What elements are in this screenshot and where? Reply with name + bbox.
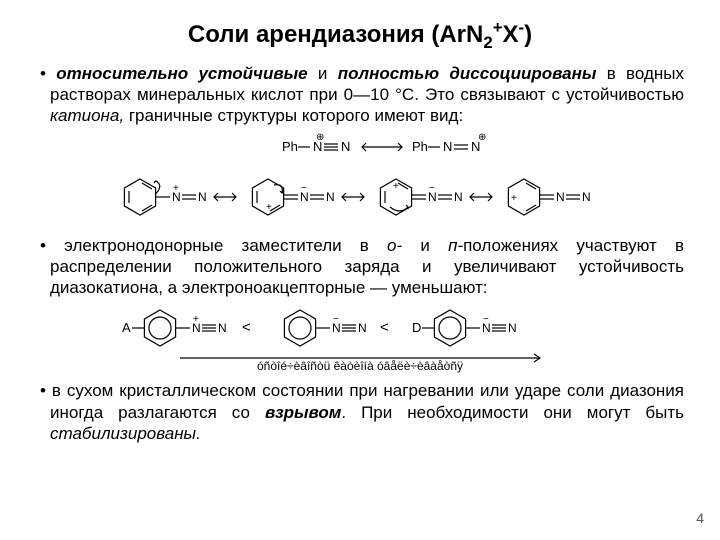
d1s3-minus: − xyxy=(429,183,435,194)
d1s2-minus: − xyxy=(301,183,307,194)
d1s3-N2: N xyxy=(454,190,463,204)
d2b-N2: N xyxy=(358,321,367,335)
d2-D: D xyxy=(412,320,421,335)
b3-s2: взрывом xyxy=(265,403,341,422)
b2-s2: о- xyxy=(387,236,402,255)
p1-emph2: полностью диссоциированы xyxy=(338,64,597,83)
d2-caption-garbled: óñòîé÷èâîñòü êàòèîíà óâåëè÷èâàåòñÿ xyxy=(257,359,463,373)
d1s1-plus: + xyxy=(173,183,179,194)
d1-plus1: ⊕ xyxy=(316,133,324,143)
d1s1-N2: N xyxy=(198,190,207,204)
p1-s6: граничные структуры которого имеют вид: xyxy=(124,106,463,125)
title-x: X xyxy=(503,21,519,48)
paragraph-explosion: в сухом кристаллическом состоянии при на… xyxy=(36,380,684,444)
b2-s4: п- xyxy=(448,236,463,255)
d2a-plus: + xyxy=(193,314,199,325)
title-seg2: ) xyxy=(524,21,532,48)
d2-lt2: < xyxy=(380,319,389,336)
d2b-minus: − xyxy=(333,314,339,325)
b2-s1: электронодонорные заместители в xyxy=(64,236,387,255)
d2-A: A xyxy=(122,320,131,335)
title-sub1: 2 xyxy=(483,33,492,52)
d1s4-N2: N xyxy=(582,190,591,204)
d1-plus2: ⊕ xyxy=(478,133,486,143)
d1-ph1: Ph xyxy=(282,139,298,154)
d2a-N2: N xyxy=(218,321,227,335)
d2-lt1: < xyxy=(242,319,251,336)
b3-s4: стабилизированы. xyxy=(50,424,201,443)
paragraph-stability: относительно устойчивые и полностью дисс… xyxy=(36,63,684,127)
d1-N2: N xyxy=(341,139,350,154)
p1-emph1: относительно устойчивые xyxy=(56,64,307,83)
substituent-comparison-diagram: A N + N < N − N < D xyxy=(110,304,610,374)
slide-title: Соли арендиазония (ArN2+X-) xyxy=(36,18,684,53)
p1-emph3: катиона, xyxy=(50,106,124,125)
d1s4-plusring: + xyxy=(511,193,517,204)
paragraph-substituents: электронодонорные заместители в о- и п-п… xyxy=(36,235,684,299)
resonance-structures-diagram: Ph N ⊕ N Ph N N ⊕ xyxy=(100,133,620,229)
d2c-N2: N xyxy=(508,321,517,335)
title-seg1: Соли арендиазония (ArN xyxy=(188,21,483,48)
b2-s3: и xyxy=(402,236,448,255)
page-number: 4 xyxy=(696,510,704,526)
d2c-minus: − xyxy=(483,314,489,325)
d1s3-plusring: + xyxy=(393,181,399,192)
d1s2-N2: N xyxy=(326,190,335,204)
d1-N3: N xyxy=(443,139,452,154)
title-sup1: + xyxy=(493,18,503,37)
d1-ph2: Ph xyxy=(412,139,428,154)
d1s2-plusring: + xyxy=(266,202,272,213)
p1-s2: и xyxy=(308,64,338,83)
b3-s3: . При необходимости они могут быть xyxy=(341,403,684,422)
d1s4-N: N xyxy=(556,190,565,204)
